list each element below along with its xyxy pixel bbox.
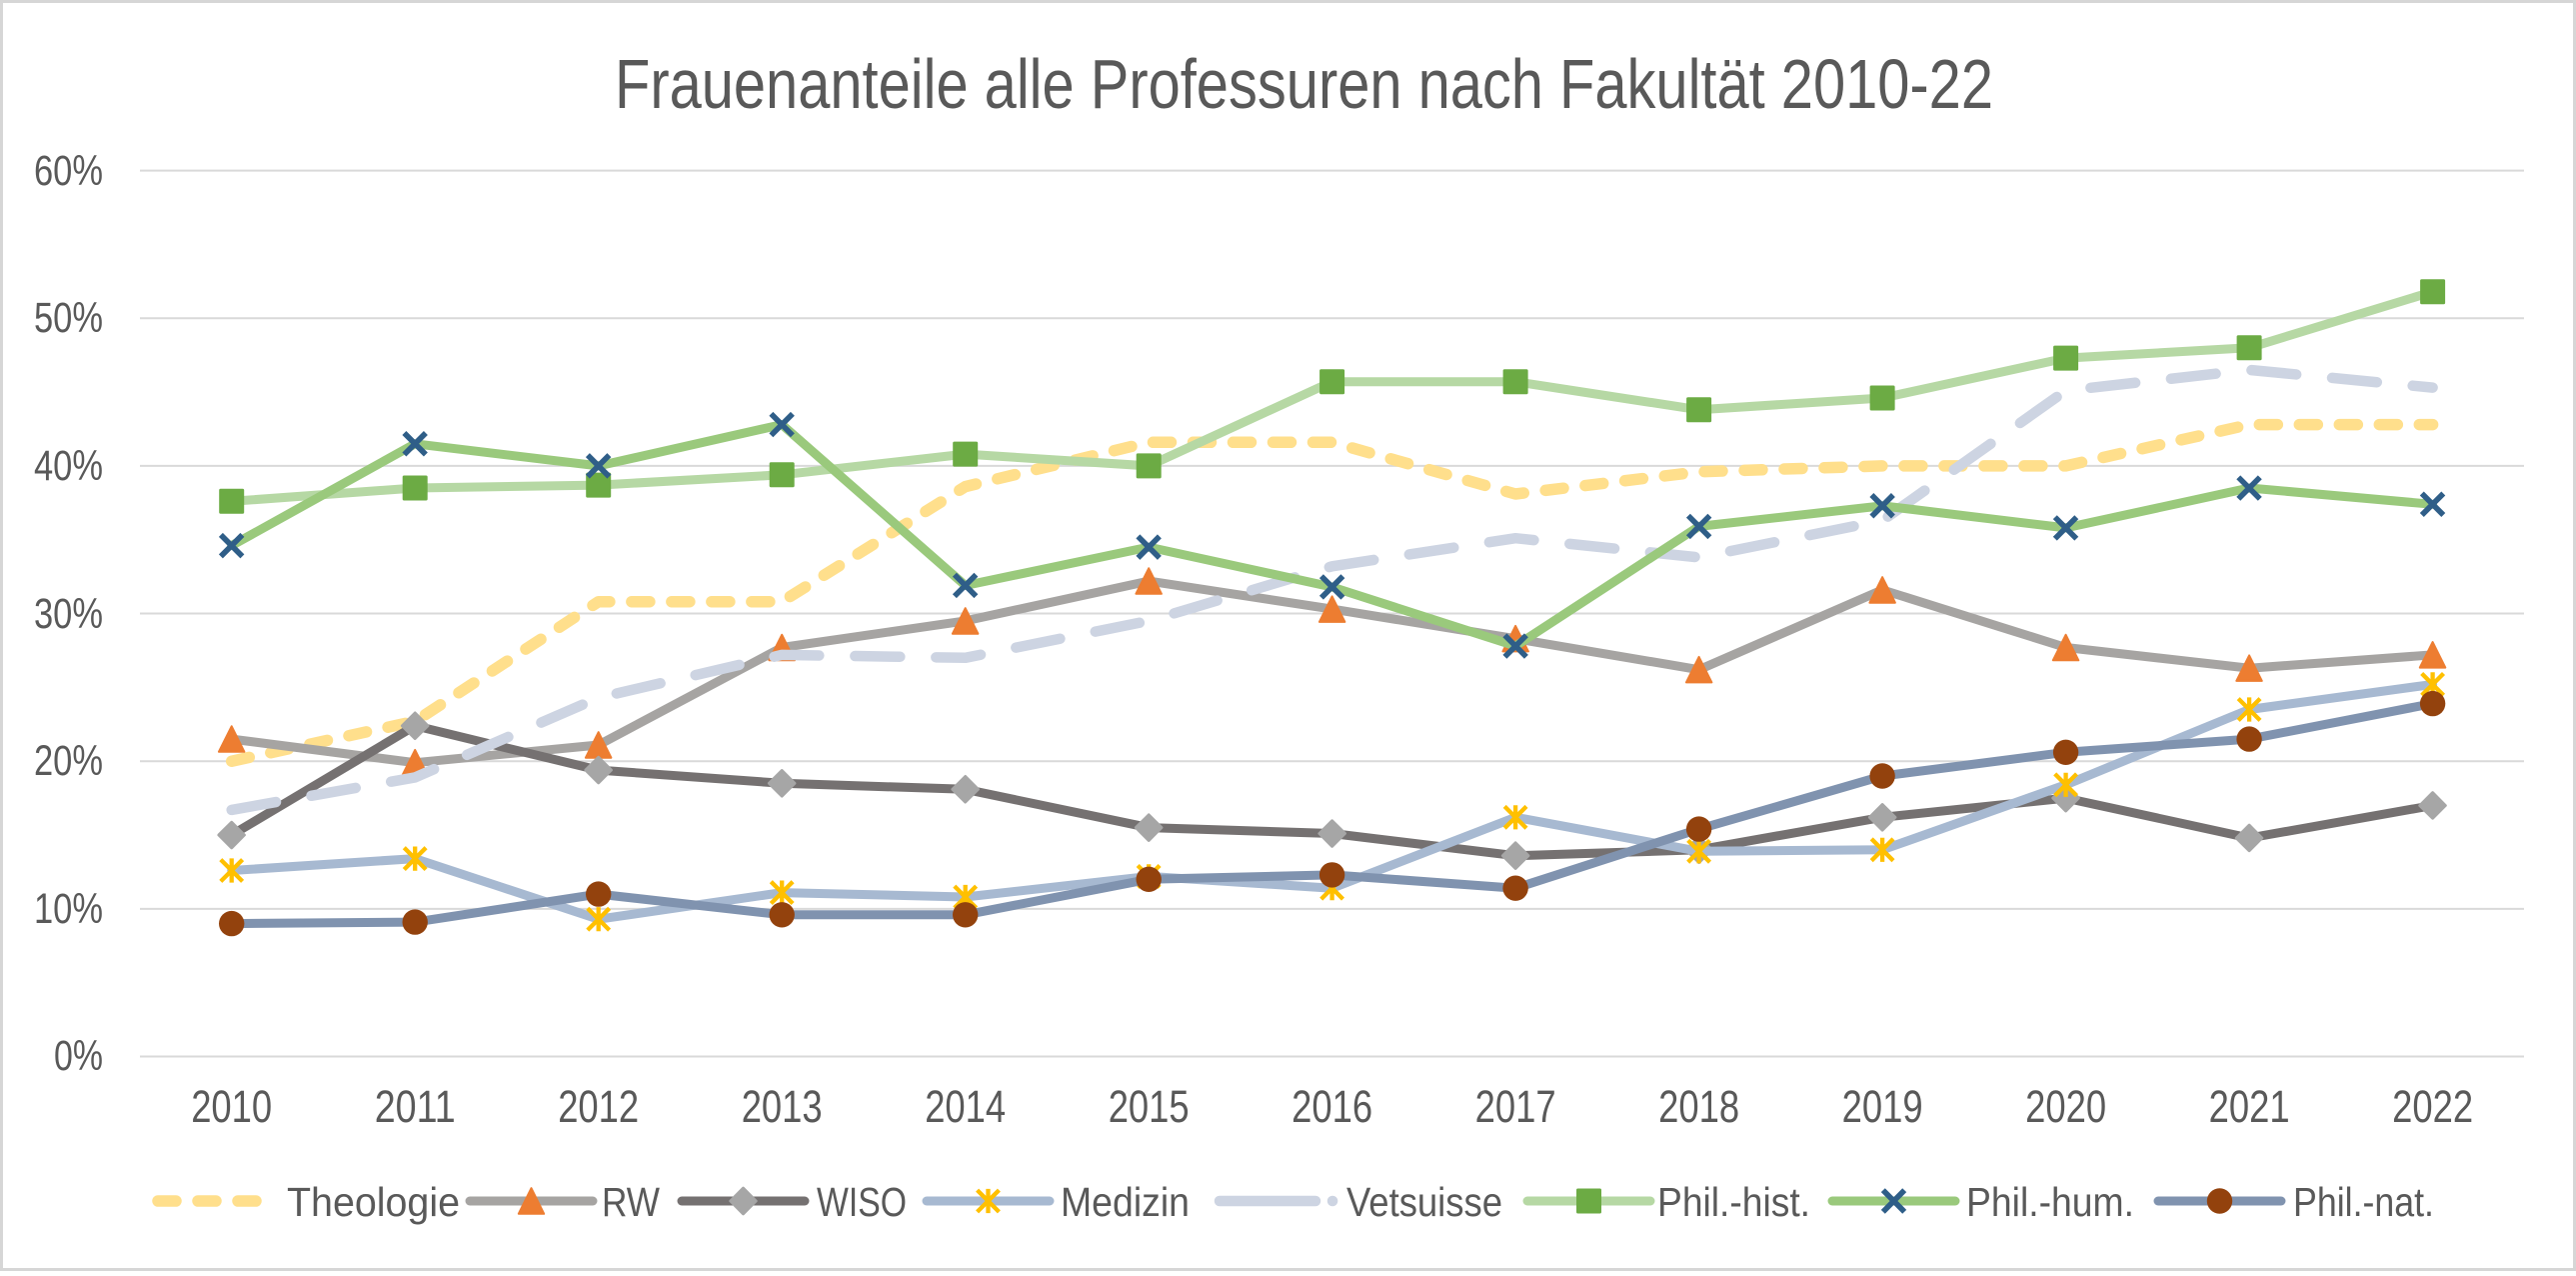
svg-text:2018: 2018: [1658, 1081, 1739, 1132]
svg-text:60%: 60%: [34, 148, 103, 195]
svg-text:2011: 2011: [375, 1081, 456, 1132]
svg-text:Phil.-hist.: Phil.-hist.: [1657, 1179, 1810, 1225]
svg-text:30%: 30%: [34, 591, 103, 638]
svg-text:2020: 2020: [2025, 1081, 2106, 1132]
svg-text:0%: 0%: [54, 1033, 103, 1080]
svg-text:2012: 2012: [558, 1081, 639, 1132]
svg-text:Phil.-hum.: Phil.-hum.: [1966, 1179, 2134, 1225]
svg-text:2017: 2017: [1475, 1081, 1556, 1132]
svg-text:2019: 2019: [1842, 1081, 1923, 1132]
svg-text:Medizin: Medizin: [1061, 1179, 1190, 1225]
svg-text:2021: 2021: [2209, 1081, 2290, 1132]
svg-text:2016: 2016: [1291, 1081, 1372, 1132]
svg-text:2022: 2022: [2392, 1081, 2473, 1132]
svg-text:40%: 40%: [34, 443, 103, 490]
svg-text:50%: 50%: [34, 295, 103, 342]
svg-text:10%: 10%: [34, 886, 103, 933]
svg-text:2015: 2015: [1109, 1081, 1190, 1132]
svg-text:Theologie: Theologie: [287, 1179, 460, 1225]
svg-text:Frauenanteile alle Professuren: Frauenanteile alle Professuren nach Faku…: [615, 45, 1993, 123]
svg-text:2010: 2010: [191, 1081, 272, 1132]
svg-text:RW: RW: [602, 1179, 660, 1225]
svg-text:2014: 2014: [925, 1081, 1006, 1132]
svg-text:Vetsuisse: Vetsuisse: [1346, 1179, 1502, 1225]
svg-text:Phil.-nat.: Phil.-nat.: [2293, 1179, 2434, 1225]
svg-text:20%: 20%: [34, 738, 103, 785]
svg-text:WISO: WISO: [817, 1179, 907, 1225]
svg-text:2013: 2013: [742, 1081, 823, 1132]
